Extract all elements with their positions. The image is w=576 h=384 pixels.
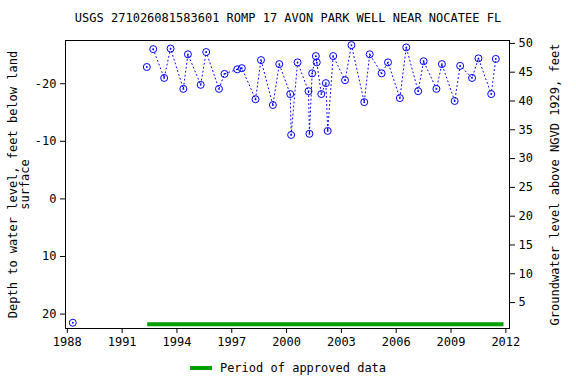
svg-text:35: 35: [519, 123, 533, 137]
svg-text:2006: 2006: [382, 335, 411, 349]
svg-text:-10: -10: [35, 134, 57, 148]
svg-text:1991: 1991: [108, 335, 137, 349]
svg-text:40: 40: [519, 94, 533, 108]
svg-text:Groundwater level above NGVD 1: Groundwater level above NGVD 1929, feet: [548, 44, 562, 326]
svg-text:2003: 2003: [327, 335, 356, 349]
svg-text:20: 20: [42, 307, 56, 321]
svg-text:1988: 1988: [53, 335, 82, 349]
svg-text:30: 30: [519, 151, 533, 165]
svg-text:-20: -20: [35, 77, 57, 91]
svg-text:1997: 1997: [217, 335, 246, 349]
svg-text:10: 10: [42, 249, 56, 263]
svg-text:50: 50: [519, 36, 533, 50]
svg-text:0: 0: [49, 192, 56, 206]
svg-text:15: 15: [519, 238, 533, 252]
svg-text:2012: 2012: [491, 335, 520, 349]
svg-text:Depth to water level, feet bel: Depth to water level, feet below landsur…: [6, 51, 32, 318]
svg-text:1994: 1994: [163, 335, 192, 349]
svg-text:25: 25: [519, 180, 533, 194]
html-text:USGS 271026081583601 ROMP 17 A: USGS 271026081583601 ROMP 17 AVON PARK W…: [74, 11, 502, 25]
html-text:Period of approved data: Period of approved data: [219, 361, 387, 375]
svg-text:10: 10: [519, 267, 533, 281]
svg-text:2009: 2009: [437, 335, 466, 349]
svg-text:20: 20: [519, 209, 533, 223]
svg-text:5: 5: [519, 295, 526, 309]
svg-text:2000: 2000: [272, 335, 301, 349]
svg-text:45: 45: [519, 65, 533, 79]
